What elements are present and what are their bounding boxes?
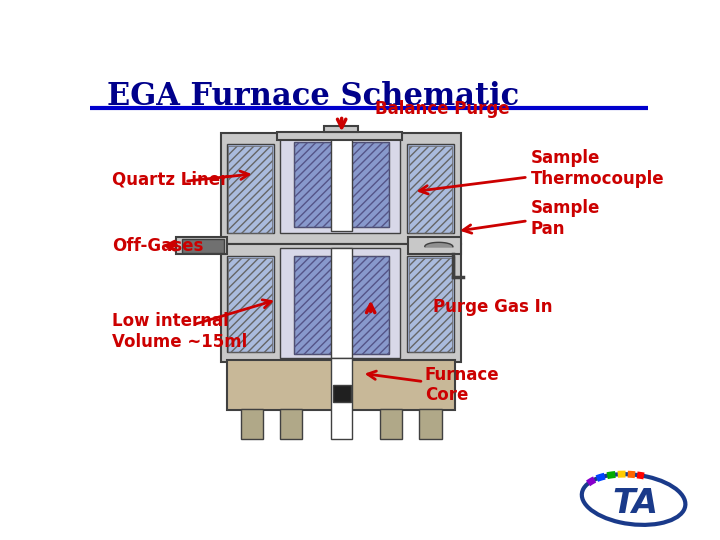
Bar (280, 133, 400, 233)
Bar (227, 360, 456, 410)
Bar (331, 248, 352, 358)
Bar (331, 358, 352, 439)
Bar (176, 238, 227, 254)
Text: Balance Purge: Balance Purge (374, 100, 509, 118)
Bar (409, 258, 452, 352)
Bar (407, 256, 454, 352)
Bar (221, 133, 461, 244)
Bar (294, 141, 336, 227)
Bar (227, 256, 274, 352)
Bar (240, 409, 263, 439)
Bar (333, 385, 351, 402)
Bar (182, 239, 224, 253)
Text: Sample
Pan: Sample Pan (531, 199, 600, 238)
Bar (347, 256, 389, 354)
Bar (280, 409, 302, 439)
Bar (221, 244, 461, 362)
Bar (280, 248, 400, 358)
Text: Low internal
Volume ~15ml: Low internal Volume ~15ml (112, 312, 248, 351)
Bar (227, 144, 274, 233)
Bar (331, 133, 352, 231)
Bar (228, 146, 272, 233)
Bar (347, 141, 389, 227)
Text: Sample
Thermocouple: Sample Thermocouple (531, 150, 665, 188)
Text: Purge Gas In: Purge Gas In (433, 298, 553, 316)
Text: Quartz Liner: Quartz Liner (112, 170, 229, 188)
Text: TA: TA (613, 487, 659, 520)
Bar (347, 256, 389, 354)
Text: EGA Furnace Schematic: EGA Furnace Schematic (107, 82, 519, 112)
Bar (294, 141, 336, 227)
Bar (277, 132, 402, 140)
Bar (407, 144, 454, 233)
Bar (294, 256, 336, 354)
Bar (409, 146, 452, 233)
Text: Furnace
Core: Furnace Core (425, 366, 500, 404)
Bar (228, 258, 272, 352)
Bar (294, 256, 336, 354)
Text: Off-Gases: Off-Gases (112, 237, 204, 255)
Bar (419, 409, 441, 439)
Bar (408, 238, 461, 254)
Bar (380, 409, 402, 439)
Bar (324, 126, 358, 132)
Bar (347, 141, 389, 227)
